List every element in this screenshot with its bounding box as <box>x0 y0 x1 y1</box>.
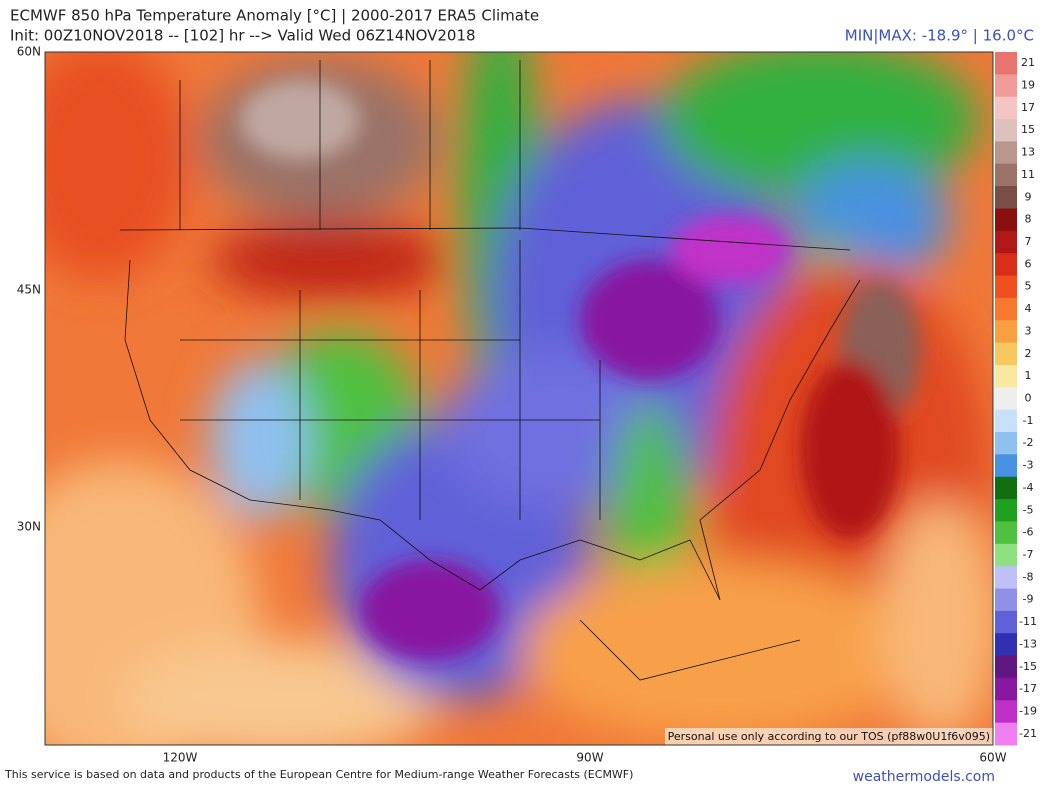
colorbar-label: -8 <box>1023 570 1034 583</box>
title: ECMWF 850 hPa Temperature Anomaly [°C] |… <box>10 7 539 25</box>
colorbar-swatch <box>995 119 1017 142</box>
colorbar-label: 9 <box>1025 190 1032 203</box>
colorbar-label: -3 <box>1023 459 1034 472</box>
lon-label: 90W <box>576 751 603 765</box>
colorbar-swatch <box>995 543 1017 567</box>
colorbar-label: -1 <box>1023 414 1034 427</box>
colorbar-swatch <box>995 610 1017 634</box>
colorbar-swatch <box>995 297 1017 321</box>
colorbar-swatch <box>995 74 1017 98</box>
subtitle: Init: 00Z10NOV2018 -- [102] hr --> Valid… <box>10 27 476 45</box>
lat-label: 30N <box>17 520 41 534</box>
lon-label: 120W <box>163 751 198 765</box>
colorbar-swatch <box>995 476 1017 500</box>
colorbar-swatch <box>995 655 1017 679</box>
colorbar-swatch <box>995 275 1017 299</box>
colorbar-label: 0 <box>1025 392 1032 405</box>
colorbar-swatch <box>995 700 1017 724</box>
colorbar-label: 1 <box>1025 369 1032 382</box>
colorbar-label: -17 <box>1019 682 1037 695</box>
footer-text: This service is based on data and produc… <box>4 768 633 781</box>
min-max: MIN|MAX: -18.9° | 16.0°C <box>845 27 1034 45</box>
colorbar-swatch <box>995 722 1017 746</box>
colorbar-swatch <box>995 186 1017 209</box>
colorbar-label: 4 <box>1025 302 1032 315</box>
colorbar-label: -9 <box>1023 593 1034 606</box>
lon-label: 60W <box>979 751 1006 765</box>
colorbar-label: 7 <box>1025 235 1032 248</box>
map-frame <box>44 51 994 746</box>
colorbar-label: 19 <box>1021 79 1035 92</box>
colorbar-label: 13 <box>1021 146 1035 159</box>
colorbar-swatch <box>995 387 1017 411</box>
colorbar-label: -21 <box>1019 727 1037 740</box>
colorbar-label: -13 <box>1019 637 1037 650</box>
colorbar-label: -11 <box>1019 615 1037 628</box>
colorbar-label: -15 <box>1019 660 1037 673</box>
lat-label: 60N <box>17 45 41 59</box>
colorbar-swatch <box>995 454 1017 478</box>
colorbar-swatch <box>995 52 1017 75</box>
colorbar-label: -6 <box>1023 526 1034 539</box>
colorbar-label: 3 <box>1025 324 1032 337</box>
colorbar-swatch <box>995 499 1017 522</box>
colorbar-swatch <box>995 96 1017 120</box>
colorbar-label: 15 <box>1021 123 1035 136</box>
colorbar-swatch <box>995 521 1017 545</box>
colorbar-swatch <box>995 566 1017 590</box>
anomaly-field: Personal use only according to our TOS (… <box>45 52 993 745</box>
colorbar-swatch <box>995 633 1017 657</box>
lat-label: 45N <box>17 283 41 297</box>
colorbar-label: -19 <box>1019 704 1037 717</box>
colorbar-swatch <box>995 141 1017 165</box>
colorbar-swatch <box>995 208 1017 232</box>
colorbar-label: 2 <box>1025 347 1032 360</box>
colorbar-swatch <box>995 588 1017 612</box>
colorbar-label: 8 <box>1025 213 1032 226</box>
colorbar-swatch <box>995 409 1017 433</box>
colorbar-swatch <box>995 432 1017 455</box>
colorbar-swatch <box>995 253 1017 277</box>
colorbar-swatch <box>995 230 1017 254</box>
colorbar-swatch <box>995 342 1017 366</box>
colorbar-swatch <box>995 364 1017 388</box>
boundaries <box>119 60 861 681</box>
colorbar-label: 6 <box>1025 257 1032 270</box>
colorbar-swatch <box>995 320 1017 344</box>
colorbar-label: 21 <box>1021 56 1035 69</box>
colorbar-swatch <box>995 163 1017 187</box>
colorbar-label: 11 <box>1021 168 1035 181</box>
colorbar-label: -4 <box>1023 481 1034 494</box>
brand: weathermodels.com <box>853 769 995 785</box>
colorbar-label: -7 <box>1023 548 1034 561</box>
colorbar-label: -5 <box>1023 503 1034 516</box>
colorbar-label: -2 <box>1023 436 1034 449</box>
colorbar-label: 17 <box>1021 101 1035 114</box>
usage-notice: Personal use only according to our TOS (… <box>668 730 990 743</box>
colorbar-swatch <box>995 677 1017 701</box>
colorbar-label: 5 <box>1025 280 1032 293</box>
